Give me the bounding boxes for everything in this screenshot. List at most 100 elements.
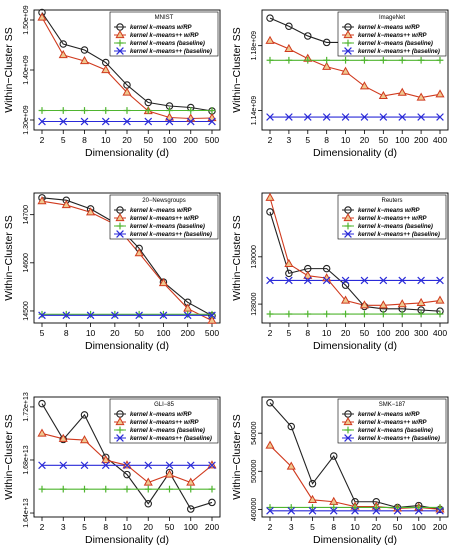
data-point	[160, 310, 167, 318]
x-axis-label: Dimensionality (d)	[85, 534, 169, 546]
data-point	[144, 485, 152, 493]
data-point	[266, 276, 274, 285]
data-point	[397, 299, 407, 308]
x-tick-label: 50	[144, 135, 154, 145]
y-tick-label: 1.64e+13	[23, 498, 30, 527]
data-point	[208, 107, 216, 114]
legend-marker	[344, 39, 352, 47]
data-point	[341, 295, 351, 304]
data-point	[322, 38, 331, 47]
x-tick-label: 50	[393, 522, 403, 532]
data-point	[266, 398, 274, 407]
data-point	[62, 310, 70, 318]
data-point	[37, 196, 47, 205]
data-point	[187, 505, 195, 513]
x-tick-label: 200	[181, 328, 195, 338]
data-point	[165, 461, 174, 470]
y-axis-label: Within−Cluster SS	[231, 215, 243, 301]
data-point	[123, 117, 131, 126]
x-tick-label: 3	[287, 135, 292, 145]
data-point	[322, 264, 331, 273]
plot-frame	[261, 192, 449, 324]
data-point	[183, 311, 192, 320]
data-point	[329, 452, 338, 460]
data-point	[144, 461, 153, 470]
data-point	[379, 113, 388, 121]
x-tick-label: 200	[184, 135, 198, 145]
data-point	[303, 270, 313, 279]
data-point	[38, 311, 46, 320]
data-point	[308, 479, 317, 488]
data-point	[144, 499, 153, 508]
y-tick-label: 1.68e+13	[23, 445, 30, 474]
data-point	[287, 422, 295, 431]
series-line-2	[269, 197, 441, 306]
data-point	[80, 411, 89, 419]
data-point	[360, 113, 369, 121]
data-point	[308, 506, 317, 515]
x-tick-label: 10	[341, 135, 351, 145]
x-tick-label: 8	[305, 328, 310, 338]
y-tick-label: 14700	[23, 205, 30, 225]
data-point	[436, 310, 444, 318]
legend-box	[337, 194, 447, 240]
x-tick-label: 5	[310, 522, 315, 532]
data-point	[341, 66, 351, 75]
x-tick-label: 3	[61, 522, 66, 532]
data-point	[208, 310, 216, 318]
data-point	[134, 248, 144, 257]
data-point	[265, 35, 275, 44]
plot-frame	[33, 192, 221, 324]
data-point	[341, 281, 350, 289]
data-point	[351, 506, 359, 515]
data-point	[303, 113, 312, 121]
data-point	[208, 485, 216, 493]
data-point	[81, 107, 88, 114]
legend-label: kernel k−means (baseline)	[130, 224, 205, 230]
data-point	[61, 200, 71, 209]
x-tick-label: 5	[287, 328, 292, 338]
legend-marker	[344, 47, 352, 55]
data-point	[58, 49, 68, 59]
x-tick-label: 10	[122, 522, 132, 532]
legend-marker	[116, 230, 124, 238]
legend-marker	[116, 222, 124, 230]
data-point	[414, 506, 423, 515]
panel-5: 2 3 5 8 10 20 50 100 200 1.64e+13 1.68e+13 1.72e+13…	[3, 392, 221, 546]
legend-marker	[344, 230, 352, 238]
data-point	[102, 485, 110, 493]
data-point	[361, 310, 368, 318]
y-axis-label: Within−Cluster SS	[231, 414, 243, 500]
data-point	[186, 461, 195, 470]
legend-label: kernel k−means w/RP	[358, 208, 421, 214]
data-point	[265, 192, 275, 201]
data-point	[38, 399, 46, 408]
data-point	[285, 22, 293, 30]
legend-box	[109, 11, 219, 57]
legend-label: kernel k−means++ (baseline)	[358, 436, 440, 442]
x-axis-label: Dimensionality (d)	[313, 534, 397, 546]
data-point	[144, 117, 153, 126]
data-point	[38, 107, 46, 114]
data-point	[266, 504, 274, 511]
legend-marker	[115, 212, 125, 222]
panel-1: 2 5 8 10 20 50 100 200 500 1.30e+09 1.40e+09 1.50e+…	[3, 5, 221, 159]
panel-4: 2 5 8 10 20 50 100 200 300 400 128000 130000 Dimensi…	[231, 192, 449, 352]
data-point	[186, 117, 195, 126]
legend-label: kernel k−means++ w/RP	[130, 33, 200, 39]
data-point	[123, 485, 131, 493]
x-tick-label: 400	[433, 135, 447, 145]
data-point	[186, 113, 196, 122]
x-tick-label: 50	[134, 328, 144, 338]
data-point	[79, 435, 90, 444]
y-tick-label: 14600	[23, 253, 30, 273]
legend-label: kernel k−means w/RP	[130, 25, 193, 31]
x-tick-label: 200	[205, 522, 219, 532]
data-point	[379, 56, 387, 64]
data-point	[122, 87, 132, 96]
data-point	[81, 485, 88, 493]
data-point	[416, 297, 426, 307]
data-point	[38, 310, 46, 318]
data-point	[303, 276, 312, 285]
x-tick-label: 5	[40, 328, 45, 338]
